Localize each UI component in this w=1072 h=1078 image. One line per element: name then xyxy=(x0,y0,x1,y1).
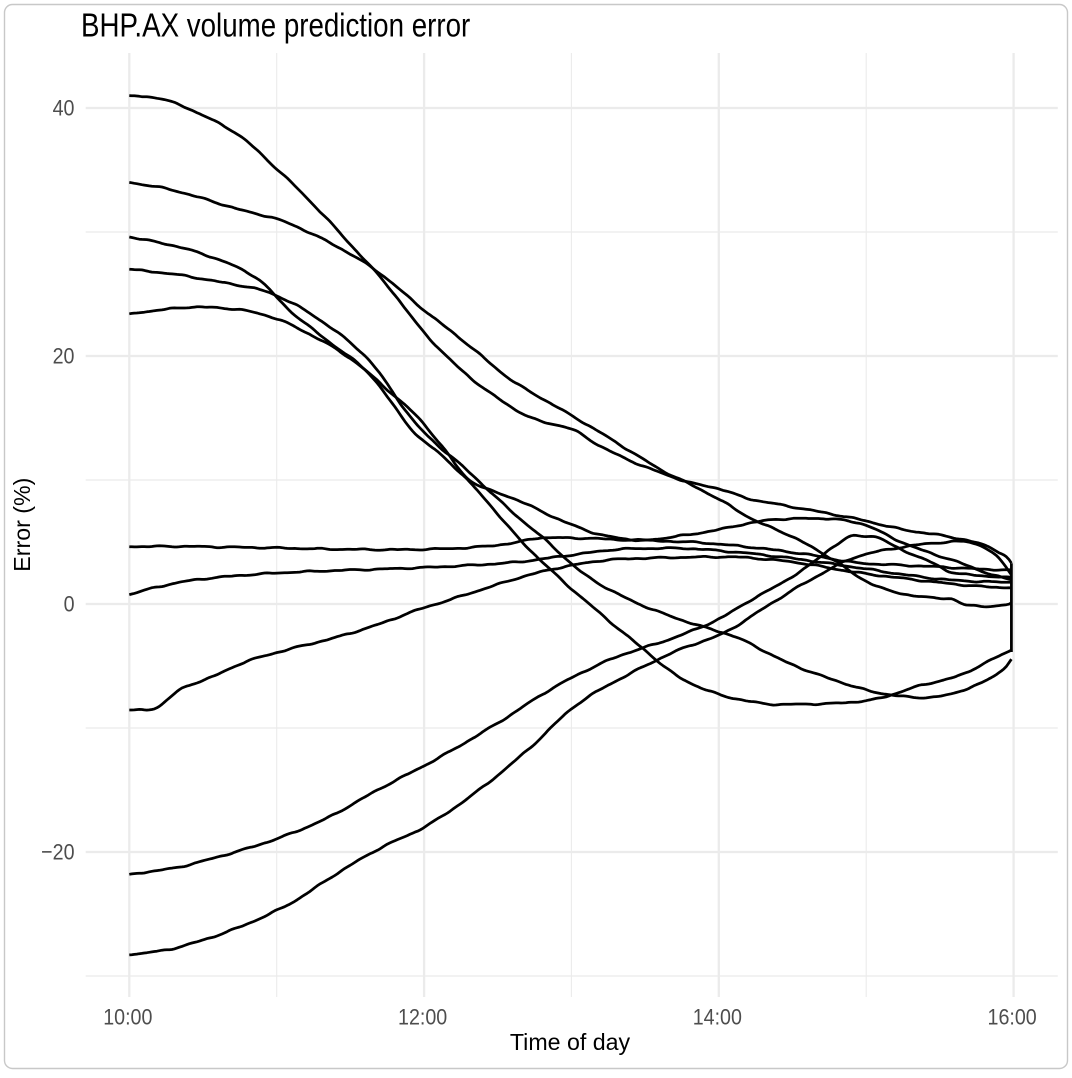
svg-text:20: 20 xyxy=(53,344,75,369)
svg-text:Error (%): Error (%) xyxy=(9,478,35,572)
svg-text:BHP.AX volume prediction error: BHP.AX volume prediction error xyxy=(81,7,470,44)
svg-text:12:00: 12:00 xyxy=(398,1005,447,1030)
svg-text:0: 0 xyxy=(64,592,75,617)
svg-text:Time of day: Time of day xyxy=(510,1029,631,1055)
svg-text:10:00: 10:00 xyxy=(103,1005,152,1030)
svg-text:16:00: 16:00 xyxy=(988,1005,1037,1030)
svg-text:40: 40 xyxy=(53,96,75,121)
svg-text:−20: −20 xyxy=(41,840,74,865)
svg-text:14:00: 14:00 xyxy=(693,1005,742,1030)
